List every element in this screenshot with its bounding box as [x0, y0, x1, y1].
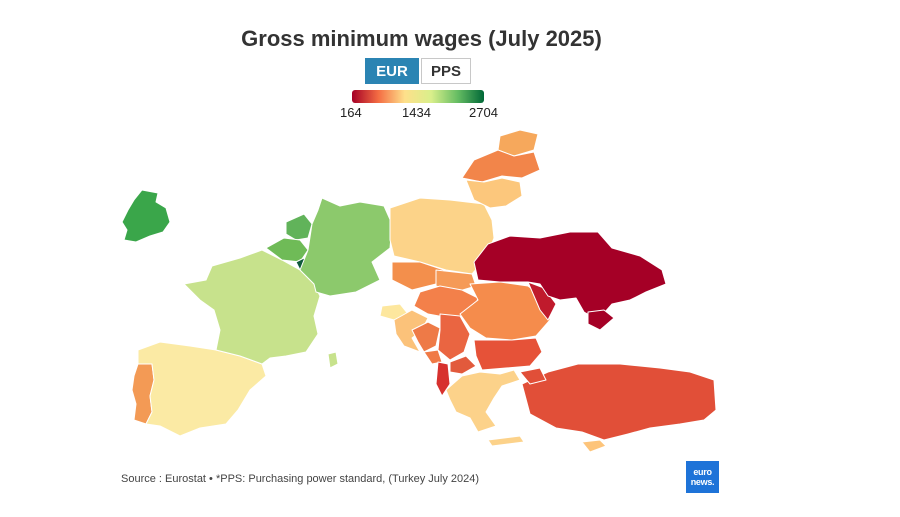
country-turkey-thrace[interactable] — [519, 367, 547, 385]
country-ireland[interactable] — [121, 189, 171, 243]
logo-line1: euro — [693, 467, 712, 477]
country-slovakia[interactable] — [435, 269, 477, 293]
country-turkey[interactable] — [521, 363, 717, 441]
country-ukraine[interactable] — [473, 231, 667, 321]
color-scale-bar — [352, 90, 484, 103]
country-netherlands[interactable] — [285, 213, 313, 241]
eur-toggle-button[interactable]: EUR — [365, 58, 419, 84]
country-greece-crete[interactable] — [487, 435, 525, 447]
scale-mid-label: 1434 — [402, 105, 431, 120]
currency-toggle: EUR PPS — [365, 58, 471, 84]
euronews-logo[interactable]: euro news. — [686, 461, 719, 493]
chart-title: Gross minimum wages (July 2025) — [241, 26, 602, 51]
country-greece[interactable] — [445, 369, 521, 433]
country-lithuania[interactable] — [465, 177, 523, 209]
scale-min-label: 164 — [340, 105, 362, 120]
country-moldova[interactable] — [527, 281, 557, 321]
country-north-macedonia[interactable] — [449, 355, 477, 375]
country-romania[interactable] — [459, 281, 551, 341]
country-ukraine-crimea[interactable] — [587, 309, 615, 331]
logo-line2: news. — [690, 477, 715, 487]
scale-max-label: 2704 — [469, 105, 498, 120]
country-germany[interactable] — [299, 197, 393, 297]
country-serbia[interactable] — [437, 313, 471, 361]
country-malta[interactable] — [327, 351, 339, 369]
country-bulgaria[interactable] — [473, 337, 543, 371]
country-montenegro[interactable] — [423, 349, 443, 365]
source-note: Source : Eurostat • *PPS: Purchasing pow… — [121, 473, 480, 485]
country-cyprus[interactable] — [581, 439, 607, 453]
pps-toggle-button[interactable]: PPS — [421, 58, 471, 84]
country-croatia[interactable] — [393, 309, 429, 353]
country-bosnia[interactable] — [411, 321, 441, 353]
country-france[interactable] — [183, 249, 321, 365]
country-latvia[interactable] — [461, 149, 541, 183]
